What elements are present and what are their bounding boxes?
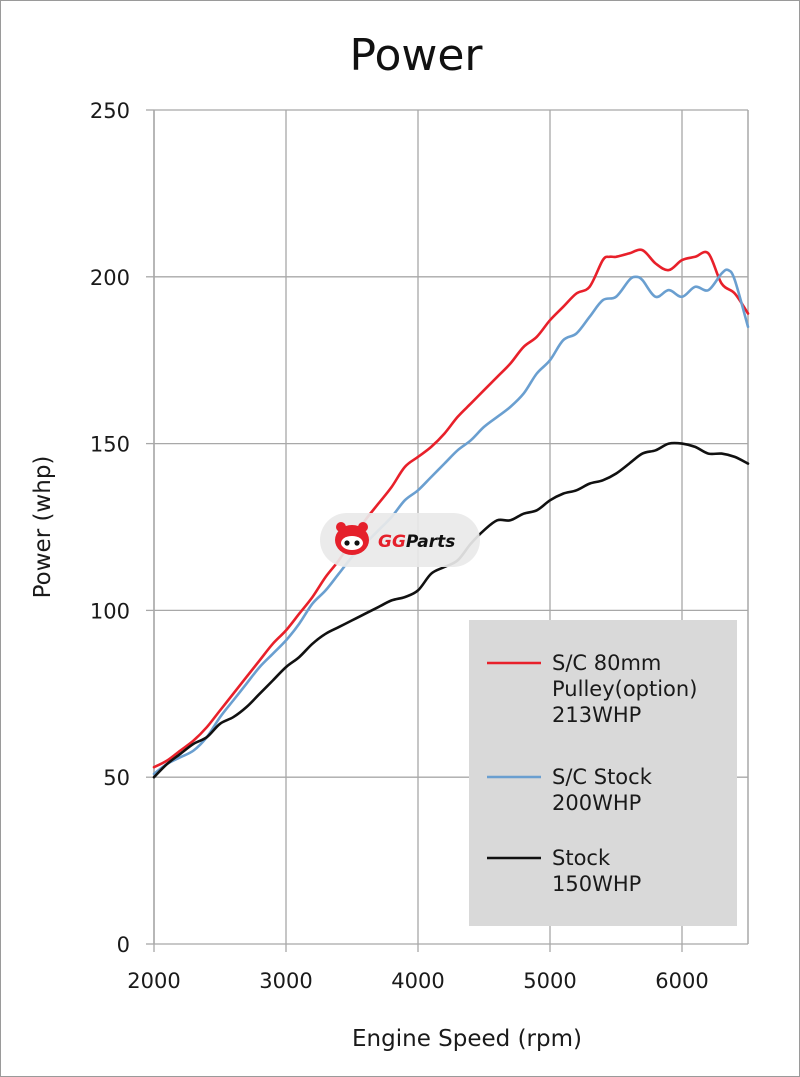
chart-title: Power (349, 30, 483, 81)
series-line-1 (152, 268, 750, 776)
x-tick-label: 3000 (259, 969, 312, 993)
watermark-gg: GG (378, 532, 406, 552)
watermark: GGParts (320, 513, 480, 567)
watermark-label: GGParts (378, 532, 455, 552)
y-tick-label: 50 (103, 766, 130, 790)
x-axis-label: Engine Speed (rpm) (352, 1026, 582, 1052)
x-tick-label: 6000 (655, 969, 708, 993)
legend-label-1: 200WHP (552, 791, 641, 815)
watermark-parts: Parts (406, 532, 455, 552)
legend-box (469, 620, 737, 926)
x-tick-label: 2000 (127, 969, 180, 993)
legend-label-2: Stock (552, 846, 611, 870)
x-tick-label: 5000 (523, 969, 576, 993)
y-tick-labels: 0 50 100 150 200 250 (90, 99, 130, 957)
gg-mascot-icon (335, 522, 369, 555)
y-tick-label: 0 (117, 933, 130, 957)
y-axis-label: Power (whp) (30, 456, 56, 599)
legend-label-0: 213WHP (552, 703, 641, 727)
legend-label-1: S/C Stock (552, 765, 653, 789)
series-line-0 (152, 248, 750, 769)
y-tick-label: 150 (90, 433, 130, 457)
x-tick-label: 4000 (391, 969, 444, 993)
y-tick-label: 100 (90, 599, 130, 623)
x-tick-labels: 2000 3000 4000 5000 6000 (127, 969, 708, 993)
legend-label-0: Pulley(option) (552, 677, 697, 701)
legend-label-2: 150WHP (552, 872, 641, 896)
y-tick-label: 200 (90, 266, 130, 290)
axes (146, 109, 749, 952)
y-tick-label: 250 (90, 99, 130, 123)
legend-label-0: S/C 80mm (552, 651, 661, 675)
